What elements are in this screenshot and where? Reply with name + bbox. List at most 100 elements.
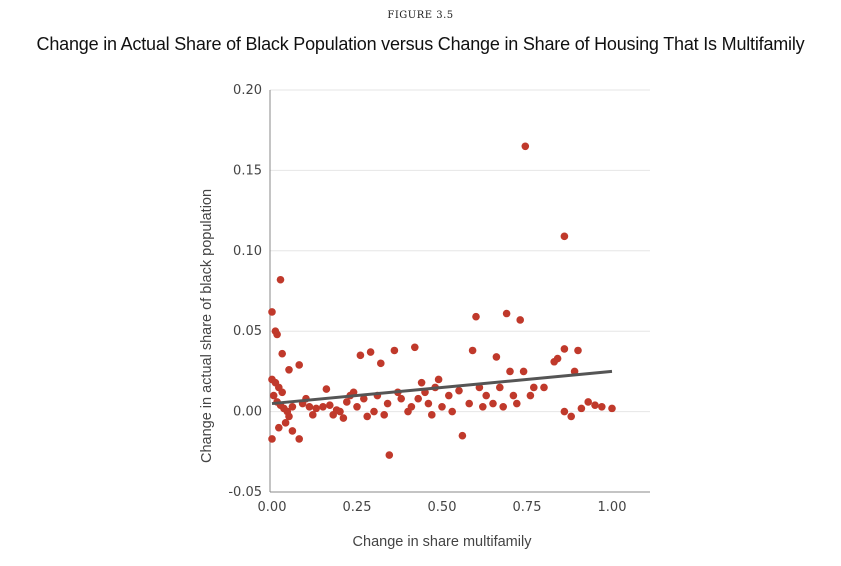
data-point [574, 346, 582, 355]
data-point [567, 412, 575, 421]
data-point [326, 401, 334, 409]
data-point [295, 435, 304, 443]
data-point [530, 383, 538, 392]
data-point [414, 394, 423, 403]
data-point [499, 402, 508, 411]
data-point [305, 402, 314, 411]
data-point [356, 351, 365, 360]
data-point [336, 407, 344, 416]
data-point [509, 391, 518, 400]
data-point [268, 435, 276, 443]
data-point [278, 349, 287, 358]
y-tick-label: -0.05 [228, 485, 262, 500]
x-tick-label: 0.25 [343, 500, 372, 515]
data-point [363, 412, 372, 421]
y-tick-label: 0.10 [233, 244, 262, 259]
data-point [519, 367, 528, 376]
data-point [288, 402, 297, 411]
data-point [424, 399, 433, 408]
data-point [513, 399, 521, 408]
gridlines [270, 89, 650, 493]
data-point [492, 353, 501, 361]
data-point [319, 402, 327, 411]
y-tick-label: 0.15 [233, 163, 262, 178]
data-point [516, 316, 524, 324]
data-point [285, 412, 293, 421]
data-point [268, 308, 276, 316]
data-point [438, 402, 446, 411]
data-point [312, 404, 321, 413]
y-axis-label: Change in actual share of black populati… [199, 189, 215, 463]
data-point [434, 375, 443, 384]
data-point [496, 383, 504, 392]
x-tick-label: 0.00 [258, 500, 287, 515]
data-point [584, 398, 592, 406]
data-point [343, 398, 351, 406]
data-point [411, 343, 419, 352]
data-points [268, 142, 616, 459]
data-point [448, 407, 457, 416]
x-tick-label: 1.00 [598, 500, 627, 515]
data-point [502, 309, 511, 318]
data-point [479, 402, 487, 411]
data-point [417, 378, 426, 387]
data-point [445, 391, 453, 400]
data-point [339, 414, 348, 422]
axes [269, 90, 650, 493]
data-point [397, 394, 406, 403]
data-point [458, 431, 467, 440]
data-point [506, 367, 514, 376]
trend-line [271, 369, 613, 406]
y-tick-label: 0.05 [233, 324, 262, 339]
trend-line-group [271, 369, 613, 406]
data-point [560, 345, 569, 353]
data-point [465, 399, 474, 408]
data-point [278, 388, 287, 397]
data-point [322, 385, 331, 393]
data-point [288, 427, 297, 435]
data-point [281, 419, 290, 427]
y-tick-label: 0.00 [233, 405, 262, 420]
data-point [273, 330, 281, 339]
data-point [591, 401, 599, 409]
data-point [577, 404, 586, 413]
x-tick-labels: 0.00 0.25 0.50 0.75 1.00 [258, 500, 627, 515]
data-point [482, 391, 491, 400]
data-point [353, 402, 361, 411]
y-tick-labels: 0.20 0.15 0.10 0.05 0.00 -0.05 [228, 83, 262, 500]
data-point [285, 365, 293, 374]
data-point [598, 402, 606, 411]
data-point [455, 386, 463, 395]
y-tick-label: 0.20 [233, 83, 262, 98]
data-point [472, 312, 480, 321]
data-point [468, 346, 477, 355]
data-point [428, 411, 436, 419]
data-point [560, 232, 569, 241]
data-point [269, 391, 278, 400]
data-point [360, 394, 368, 403]
data-point [407, 402, 416, 411]
data-point [526, 391, 535, 400]
data-point [385, 451, 394, 459]
data-point [608, 404, 616, 413]
x-tick-label: 0.75 [513, 500, 542, 515]
x-axis-label: Change in share multifamily [353, 534, 533, 550]
data-point [553, 354, 562, 363]
data-point [521, 142, 530, 151]
data-point [295, 361, 304, 369]
chart-title: Change in Actual Share of Black Populati… [36, 34, 805, 54]
x-tick-label: 0.50 [428, 500, 457, 515]
data-point [380, 411, 389, 419]
data-point [366, 348, 375, 356]
data-point [309, 411, 317, 419]
figure-label: FIGURE 3.5 [387, 10, 454, 21]
data-point [489, 399, 497, 408]
data-point [377, 359, 385, 368]
data-point [560, 407, 569, 416]
data-point [390, 346, 399, 355]
data-point [276, 275, 285, 284]
data-point [275, 423, 283, 432]
data-point [370, 407, 378, 416]
data-point [540, 383, 548, 392]
